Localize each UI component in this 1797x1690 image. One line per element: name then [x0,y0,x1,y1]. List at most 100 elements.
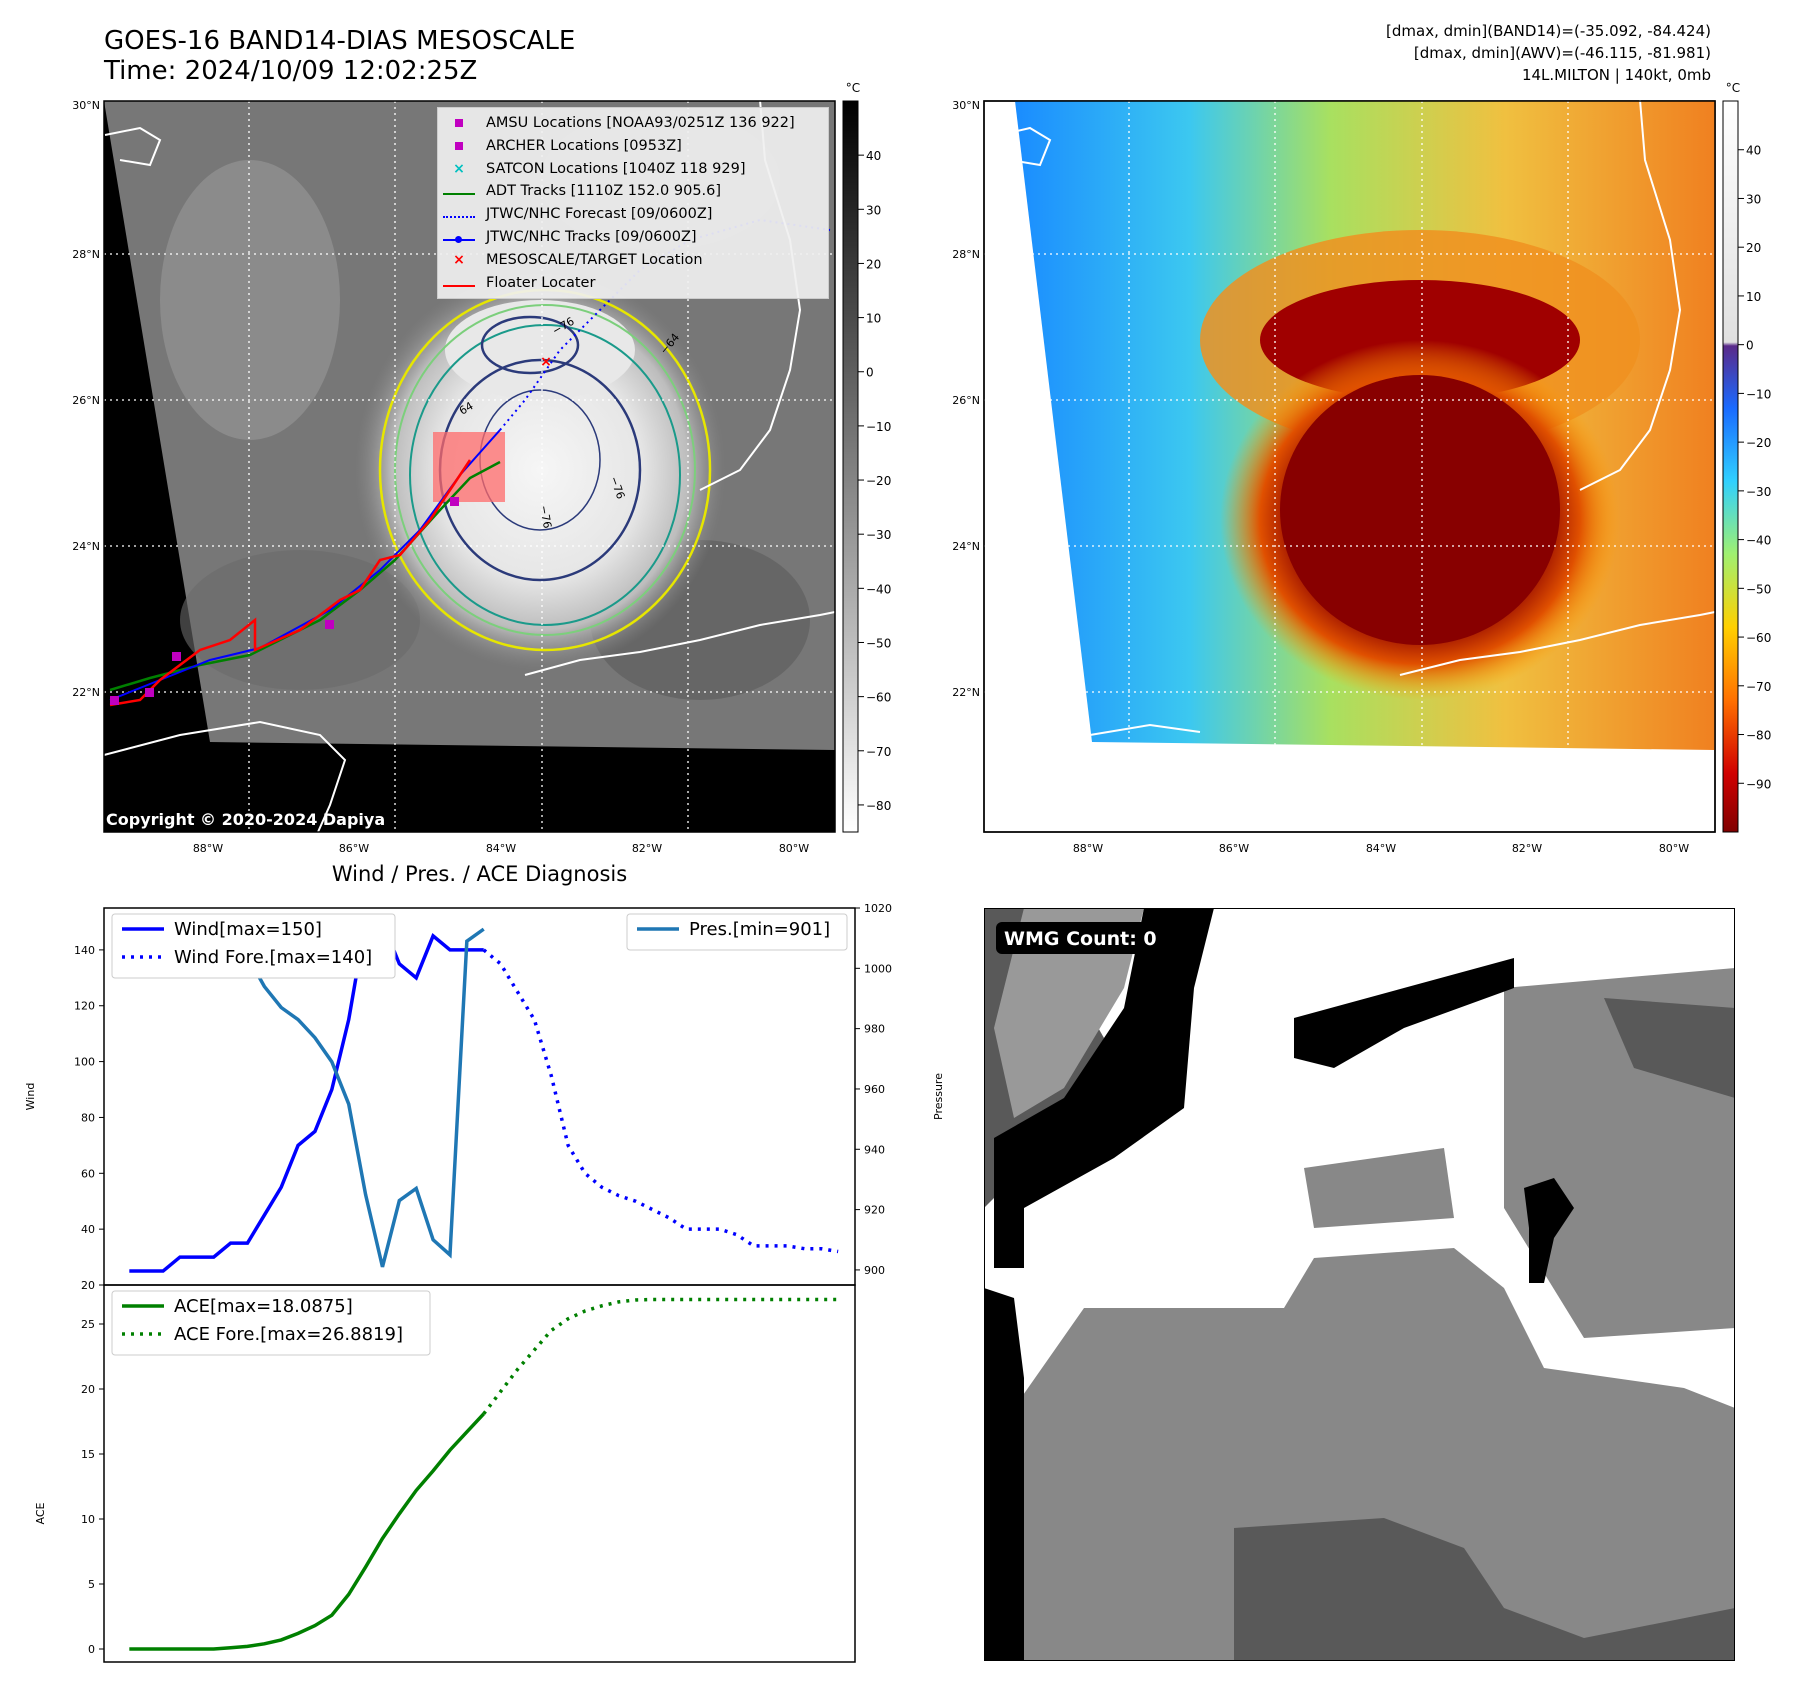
ir-legend-item: ARCHER Locations [0953Z] [438,135,682,157]
ir-colorbar [842,100,859,833]
ace-ylabel: ACE [34,1502,47,1524]
legend-label: MESOSCALE/TARGET Location [486,251,703,268]
ace-ytick: 0 [88,1643,95,1656]
ir-colorbar-tick: −80 [866,799,891,813]
ir-colorbar-tick: −10 [866,420,891,434]
lat-label: 22°N [952,686,980,699]
wind-ytick: 120 [74,1000,95,1013]
pressure-ytick: 960 [864,1083,885,1096]
ir-colorbar-tick: −30 [866,528,891,542]
wmg-black-region [994,908,1214,1268]
ir-colorbar-tick: 20 [866,257,881,271]
lat-label: 22°N [72,686,100,699]
pressure-ytick: 980 [864,1023,885,1036]
legend-marker-icon: × [453,251,465,268]
ir-colorbar-tick: −50 [866,636,891,650]
wv-coastlines [999,99,1716,736]
chart-legend-label: Wind[max=150] [174,919,322,940]
wv-colorbar-tick: −50 [1746,582,1771,596]
wind-ytick: 140 [74,944,95,957]
legend-label: Floater Locater [486,274,596,291]
ir-colorbar-tick: 40 [866,149,881,163]
figure-title: GOES-16 BAND14-DIAS MESOSCALE [104,26,576,56]
wv-colorbar-tick: 0 [1746,339,1754,353]
ir-colorbar-tick: 10 [866,312,881,326]
figure-time: Time: 2024/10/09 12:02:25Z [104,56,478,86]
copyright: Copyright © 2020-2024 Dapiya [106,810,386,829]
ir-colorbar-tick: 0 [866,366,874,380]
ir-legend-item: ADT Tracks [1110Z 152.0 905.6] [438,180,721,202]
series-line [482,1297,839,1415]
lat-label: 24°N [952,540,980,553]
chart-legend-label: ACE[max=18.0875] [174,1296,353,1317]
wv-colorbar-tick: −80 [1746,729,1771,743]
ir-legend: AMSU Locations [NOAA93/0251Z 136 922] ARC… [437,107,829,299]
diagnosis-charts: 2040608010012014090092094096098010001020… [24,902,945,1663]
wv-gridlines [984,101,1715,832]
floater-track [109,459,472,707]
lon-label: 88°W [193,842,223,855]
wv-colorbar-unit: °C [1726,81,1740,95]
ir-colorbar-tick: −60 [866,691,891,705]
chart-legend [626,913,848,951]
lon-label: 84°W [486,842,516,855]
legend-label: SATCON Locations [1040Z 118 929] [486,160,746,177]
legend-marker-icon [438,229,480,245]
amsu-markers [110,497,459,705]
band14-range: [dmax, dmin](BAND14)=(-35.092, -84.424) [1386,22,1711,40]
chart-legend [111,1290,431,1356]
wmg-badge: WMG Count: 0 [1004,928,1157,950]
ir-legend-item: Floater Locater [438,272,595,294]
contour-label: 64 [457,399,476,417]
lon-label: 82°W [632,842,662,855]
contour-teal [409,324,681,626]
pressure-ytick: 920 [864,1204,885,1217]
wv-colorbar-tick: 10 [1746,290,1761,304]
lon-label: 86°W [339,842,369,855]
wind-ytick: 100 [74,1056,95,1069]
legend-marker-icon [438,206,480,222]
ace-axes [103,1284,856,1663]
ir-legend-item: JTWC/NHC Tracks [09/0600Z] [438,226,697,248]
wv-colorbar-tick: −40 [1746,534,1771,548]
legend-marker-icon [438,138,480,154]
pressure-ylabel: Pressure [932,1073,945,1120]
jtwc-forecast [499,218,831,431]
ace-ytick: 15 [81,1448,95,1461]
lat-label: 26°N [72,394,100,407]
wv-colorbar-tick: −90 [1746,777,1771,791]
lat-label: 28°N [952,248,980,261]
wv-colorbar-tick: 40 [1746,144,1761,158]
legend-marker-icon [438,115,480,131]
lon-label: 84°W [1366,842,1396,855]
adt-track [109,460,501,692]
legend-marker-icon: × [453,160,465,177]
ir-legend-item: × MESOSCALE/TARGET Location [438,249,703,271]
ace-ytick: 5 [88,1578,95,1591]
series-line [129,1412,485,1651]
wv-colorbar-ticks: 40 30 20 10 0 −10 −20 −30 −40 −50 −60 −70 −80 −90 [1738,144,1771,791]
legend-marker-icon [438,183,480,199]
wind-ytick: 80 [81,1111,95,1124]
ace-ytick: 20 [81,1383,95,1396]
pressure-ytick: 1020 [864,902,892,915]
wind-ytick: 20 [81,1279,95,1292]
lat-label: 30°N [72,99,100,112]
wind-ytick: 60 [81,1167,95,1180]
lon-label: 86°W [1219,842,1249,855]
ir-colorbar-tick: 30 [866,203,881,217]
awv-range: [dmax, dmin](AWV)=(-46.115, -81.981) [1413,44,1711,62]
pressure-ytick: 900 [864,1264,885,1277]
legend-label: ADT Tracks [1110Z 152.0 905.6] [486,183,722,200]
ir-legend-item: JTWC/NHC Forecast [09/0600Z] [438,203,712,225]
wv-colorbar-tick: −10 [1746,387,1771,401]
lon-label: 88°W [1073,842,1103,855]
ace-ytick: 25 [81,1318,95,1331]
pressure-ytick: 940 [864,1143,885,1156]
chart-legend-label: ACE Fore.[max=26.8819] [174,1324,403,1345]
pressure-ytick: 1000 [864,962,892,975]
wv-colorbar-tick: −60 [1746,631,1771,645]
ir-legend-item: × SATCON Locations [1040Z 118 929] [438,158,745,180]
lat-label: 24°N [72,540,100,553]
target-marker: × [540,354,552,370]
